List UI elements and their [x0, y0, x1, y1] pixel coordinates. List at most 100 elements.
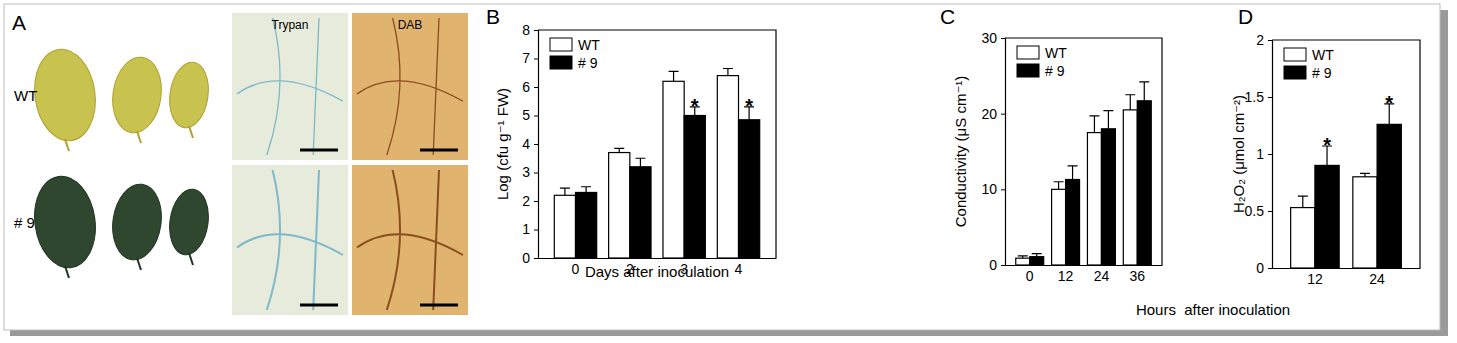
error-bar: [1032, 254, 1042, 257]
micrograph-vein: [237, 170, 343, 310]
x-tick: 0: [1026, 265, 1034, 284]
y-tick-mark: [1268, 154, 1272, 155]
legend-swatch: [550, 56, 572, 69]
leaf: [29, 45, 101, 144]
y-tick-mark: [534, 59, 538, 60]
x-tick-label: 36: [1129, 268, 1145, 284]
plot-frame: [1272, 40, 1420, 268]
y-tick-mark: [534, 201, 538, 202]
x-tick: 12: [1058, 265, 1074, 284]
leaf-stem: [189, 253, 193, 265]
legend-label: # 9: [1045, 63, 1065, 79]
plot-frame: [538, 30, 776, 258]
x-axis: 0 12 24 36: [1006, 265, 1163, 284]
x-tick: 36: [1129, 265, 1145, 284]
chart: D**00.511.521224H₂O₂ (μmol cm⁻²)WT# 9: [1230, 5, 1421, 287]
y-axis: 00.511.52: [1245, 32, 1273, 276]
leaf-stem: [137, 258, 141, 270]
error-bar: [1360, 173, 1370, 176]
bar: [717, 76, 738, 258]
row-label: WT: [14, 87, 37, 104]
y-tick-mark: [1001, 38, 1005, 39]
leaf: [108, 181, 166, 263]
y-tick: 2: [522, 193, 538, 209]
bar: [739, 120, 760, 258]
panel-a: AWT# 9TrypanDAB: [12, 11, 468, 315]
legend: WT# 9: [1284, 47, 1334, 81]
y-tick: 3: [522, 164, 538, 180]
bar: [1291, 208, 1315, 268]
y-tick-mark: [534, 144, 538, 145]
panel-label: B: [486, 5, 500, 28]
micrograph: [232, 165, 348, 315]
y-tick: 4: [522, 136, 538, 152]
y-tick-label: 2: [522, 193, 530, 209]
y-tick-label: 1.5: [1245, 89, 1265, 105]
x-tick-label: 24: [1369, 271, 1385, 287]
error-bar: [1298, 196, 1308, 207]
y-tick-mark: [1268, 97, 1272, 98]
bar: [663, 81, 684, 258]
bar: [1137, 101, 1151, 265]
legend-swatch: [1017, 64, 1039, 77]
y-tick-mark: [534, 87, 538, 88]
y-axis: 0102030: [981, 30, 1005, 273]
x-tick: 24: [1369, 268, 1385, 287]
y-tick-label: 3: [522, 164, 530, 180]
scale-bar: [420, 304, 458, 307]
error-bar: [1068, 166, 1078, 180]
leaf-stem: [137, 131, 141, 143]
y-tick-mark: [1268, 40, 1272, 41]
error-bar: [723, 68, 733, 75]
panel-label: D: [1238, 5, 1253, 28]
y-tick-label: 0.5: [1245, 203, 1265, 219]
y-axis: 012345678: [522, 22, 538, 266]
x-axis-title: Hours after inoculation: [1136, 301, 1290, 318]
y-tick-mark: [534, 258, 538, 259]
y-tick: 10: [981, 181, 1005, 197]
leaf: [108, 54, 166, 136]
leaf-stem: [65, 266, 69, 278]
error-bar: [614, 148, 624, 152]
y-tick: 20: [981, 106, 1005, 122]
y-tick-mark: [534, 116, 538, 117]
bar: [630, 167, 651, 258]
y-axis-line: [1001, 39, 1006, 266]
plot-area: [1016, 82, 1151, 265]
x-tick: 12: [1307, 268, 1323, 287]
leaf: [166, 187, 213, 258]
micrograph-vein: [357, 170, 463, 310]
y-tick: 0: [989, 257, 1005, 273]
y-axis-line: [1268, 41, 1273, 269]
error-bar: [560, 188, 570, 195]
x-axis: 12 24: [1273, 268, 1421, 287]
bar: [1377, 124, 1401, 268]
chart: C01020300122436Hours after inoculationCo…: [940, 5, 1290, 318]
x-tick: 0: [572, 258, 580, 277]
column-label: DAB: [398, 18, 423, 32]
legend-swatch: [1017, 46, 1039, 59]
y-tick-label: 0: [1256, 260, 1264, 276]
micrograph-vein: [237, 18, 343, 155]
x-axis-line: [1273, 268, 1421, 269]
bar: [1123, 110, 1137, 265]
y-tick-mark: [1268, 268, 1272, 269]
y-tick: 1: [1256, 146, 1272, 162]
y-tick-label: 0: [989, 257, 997, 273]
y-tick-label: 1: [1256, 146, 1264, 162]
scale-bar: [420, 149, 458, 152]
x-tick-label: 12: [1307, 271, 1323, 287]
y-tick: 0: [522, 250, 538, 266]
x-axis-line: [539, 258, 777, 259]
x-tick-label: 24: [1094, 268, 1110, 284]
y-tick-label: 1: [522, 221, 530, 237]
y-tick-mark: [1001, 265, 1005, 266]
legend-label: WT: [1312, 47, 1334, 63]
legend-label: WT: [578, 37, 600, 53]
error-bar: [1054, 182, 1064, 190]
legend-swatch: [1284, 66, 1306, 79]
chart: B**0123456780234Days after inoculationLo…: [486, 5, 777, 280]
error-bar: [1103, 111, 1113, 129]
significance-mark: *: [691, 95, 699, 117]
leaf-stem: [189, 126, 193, 138]
